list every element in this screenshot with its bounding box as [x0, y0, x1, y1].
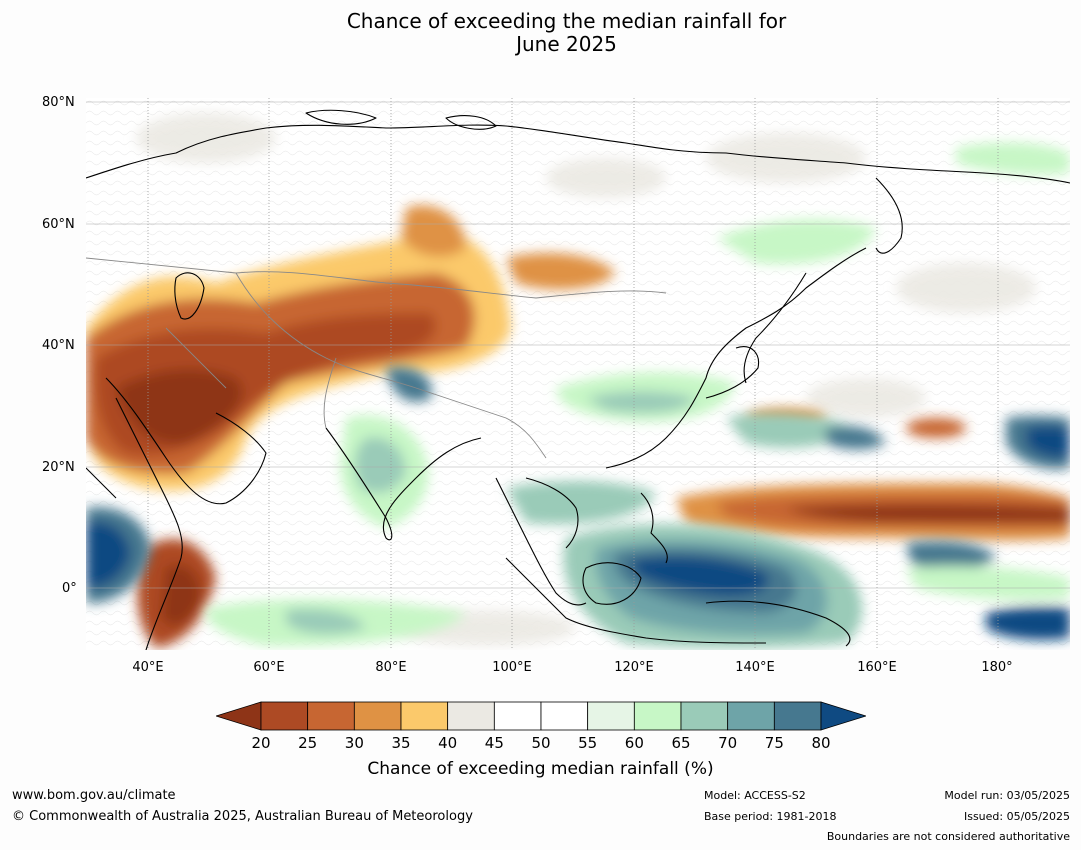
colorbar-segment	[400, 701, 449, 731]
colorbar-segment	[680, 701, 729, 731]
coastlines	[86, 109, 1070, 650]
footer-model: Model: ACCESS-S2	[704, 789, 806, 802]
colorbar-extend-low	[214, 701, 262, 731]
lon-label-180: 180°	[981, 660, 1013, 675]
colorbar-segment	[353, 701, 402, 731]
colorbar-tick-label: 45	[484, 734, 504, 752]
lat-label-0: 0°	[62, 581, 77, 596]
colorbar-tick-label: 40	[438, 734, 458, 752]
footer-issued: Issued: 05/05/2025	[963, 810, 1070, 823]
footer-copyright: © Commonwealth of Australia 2025, Austra…	[12, 809, 473, 824]
map-canvas	[86, 98, 1070, 650]
title-line-1: Chance of exceeding the median rainfall …	[346, 9, 787, 33]
colorbar-segment	[633, 701, 682, 731]
colorbar-segment	[540, 701, 589, 731]
footer-base-period: Base period: 1981-2018	[704, 810, 837, 823]
colorbar-segment	[727, 701, 775, 731]
colorbar-label: Chance of exceeding median rainfall (%)	[367, 759, 714, 779]
footer-model-run: Model run: 03/05/2025	[944, 789, 1070, 802]
colorbar-graphic	[214, 701, 868, 731]
colorbar-tick-label: 70	[718, 734, 738, 752]
lon-label-60e: 60°E	[253, 660, 285, 675]
colorbar-tick-label: 65	[671, 734, 691, 752]
colorbar-tick-label: 55	[578, 734, 598, 752]
colorbar-segment	[587, 701, 635, 731]
colorbar-segment	[493, 701, 542, 731]
rainfall-map	[86, 98, 1070, 650]
lat-label-20n: 20°N	[42, 460, 75, 475]
title-line-2: June 2025	[516, 32, 617, 56]
footer-disclaimer: Boundaries are not considered authoritat…	[826, 830, 1070, 843]
colorbar-tick-label: 30	[344, 734, 364, 752]
footer-website[interactable]: www.bom.gov.au/climate	[12, 788, 176, 803]
lon-label-100e: 100°E	[492, 660, 532, 675]
map-gridlines	[147, 98, 999, 650]
country-borders	[86, 257, 667, 459]
lon-label-160e: 160°E	[857, 660, 897, 675]
colorbar	[214, 700, 868, 732]
dry-anomaly-central-asia	[86, 205, 616, 648]
colorbar-tick-label: 50	[531, 734, 551, 752]
colorbar-segment	[773, 701, 822, 731]
lon-label-140e: 140°E	[735, 660, 775, 675]
colorbar-tick-label: 80	[811, 734, 831, 752]
lon-label-80e: 80°E	[375, 660, 407, 675]
colorbar-tick-label: 25	[298, 734, 318, 752]
lon-label-40e: 40°E	[132, 660, 164, 675]
colorbar-tick-label: 20	[251, 734, 271, 752]
lat-label-60n: 60°N	[42, 217, 75, 232]
map-latitude-lines	[86, 101, 1070, 589]
colorbar-segment	[260, 701, 309, 731]
map-title: Chance of exceeding the median rainfall …	[0, 10, 1081, 56]
wet-anomaly	[86, 142, 1070, 649]
colorbar-tick-label: 35	[391, 734, 411, 752]
lat-label-80n: 80°N	[42, 95, 75, 110]
colorbar-segment	[307, 701, 355, 731]
colorbar-tick-label: 75	[764, 734, 784, 752]
colorbar-segment	[447, 701, 495, 731]
lon-label-120e: 120°E	[614, 660, 654, 675]
colorbar-extend-high	[820, 701, 868, 731]
lat-label-40n: 40°N	[42, 338, 75, 353]
colorbar-tick-label: 60	[624, 734, 644, 752]
